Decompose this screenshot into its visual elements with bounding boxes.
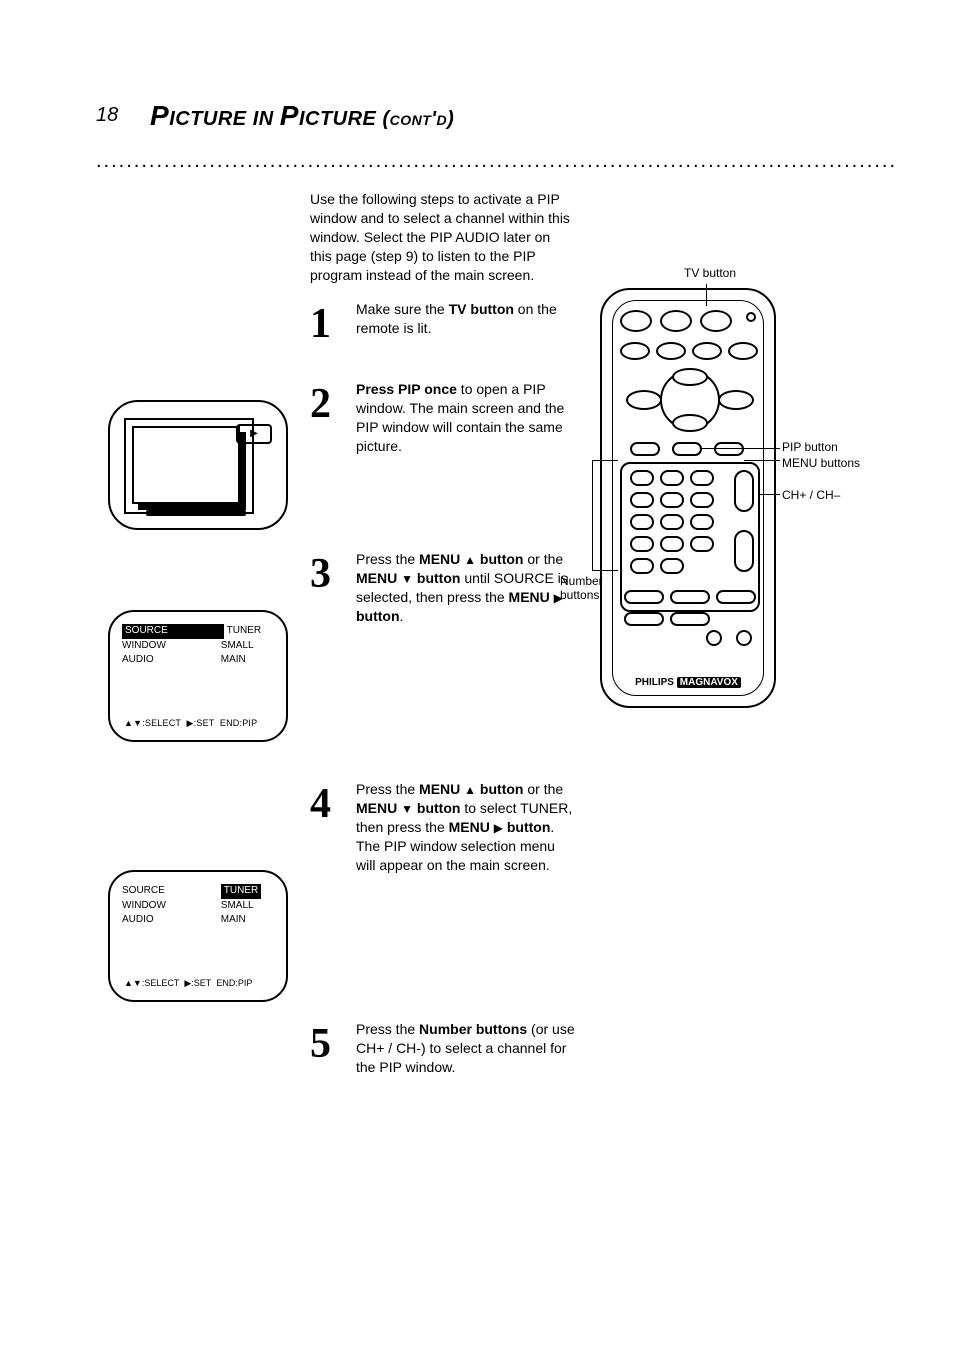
triangle-up-icon: ▲ [464, 552, 476, 568]
page-number: 18 [96, 104, 118, 127]
remote-num-9 [690, 514, 714, 530]
remote-menu-button [714, 442, 744, 456]
callout-pip-button: PIP button [782, 440, 872, 454]
remote-round-btn [736, 630, 752, 646]
remote-dpad-right [718, 390, 754, 410]
remote-menu-button [630, 442, 660, 456]
callout-tv-button: TV button [684, 266, 764, 280]
remote-num-2 [660, 470, 684, 486]
remote-btn [660, 310, 692, 332]
remote-transport-btn [624, 612, 664, 626]
step4-text: Press the MENU ▲ button or the MENU ▼ bu… [356, 780, 576, 874]
remote-transport-btn [670, 590, 710, 604]
remote-num-0 [660, 536, 684, 552]
triangle-down-icon: ▼ [401, 801, 413, 817]
tv-illustration: ▶ [108, 400, 288, 530]
callout-menu-buttons: MENU buttons [782, 456, 882, 470]
remote-transport-btn [716, 590, 756, 604]
remote-dpad-down [672, 414, 708, 432]
remote-led [746, 312, 756, 322]
step1-number: 1 [310, 300, 331, 348]
step2-text: Press PIP once to open a PIP window. The… [356, 380, 576, 456]
intro-paragraph: Use the following steps to activate a PI… [310, 190, 570, 284]
callout-ch-buttons: CH+ / CH– [782, 488, 872, 502]
step1-text: Make sure the TV button on the remote is… [356, 300, 576, 338]
remote-dpad-left [626, 390, 662, 410]
pip-window-icon: ▶ [236, 424, 272, 444]
remote-num-7 [630, 514, 654, 530]
remote-btn [656, 342, 686, 360]
step5-number: 5 [310, 1020, 331, 1068]
remote-num-btn [690, 536, 714, 552]
step2-number: 2 [310, 380, 331, 428]
remote-num-6 [690, 492, 714, 508]
remote-pip-button [672, 442, 702, 456]
osd-menu-tuner: SOURCE TUNER WINDOW SMALL AUDIO MAIN ▲▼:… [108, 870, 288, 1002]
remote-control-illustration: PHILIPS MAGNAVOX [600, 288, 776, 708]
triangle-up-icon: ▲ [464, 782, 476, 798]
page-title: PICTURE IN PICTURE (cont'd) [150, 100, 454, 132]
step5-text: Press the Number buttons (or use CH+ / C… [356, 1020, 576, 1077]
remote-ch-rocker [734, 470, 754, 512]
step3-number: 3 [310, 550, 331, 598]
callout-number-buttons: Number buttons [560, 574, 640, 602]
remote-num-btn [630, 558, 654, 574]
triangle-down-icon: ▼ [401, 571, 413, 587]
remote-btn [620, 310, 652, 332]
remote-brand: PHILIPS MAGNAVOX [602, 677, 774, 688]
remote-transport-btn [670, 612, 710, 626]
remote-num-5 [660, 492, 684, 508]
remote-num-4 [630, 492, 654, 508]
step4-number: 4 [310, 780, 331, 828]
remote-btn [728, 342, 758, 360]
osd-menu-source: SOURCE TUNER WINDOW SMALL AUDIO MAIN ▲▼:… [108, 610, 288, 742]
remote-num-3 [690, 470, 714, 486]
remote-btn [700, 310, 732, 332]
remote-num-1 [630, 470, 654, 486]
divider-dots: ........................................… [96, 150, 916, 173]
remote-num-8 [660, 514, 684, 530]
remote-tv-button [620, 342, 650, 360]
step3-text: Press the MENU ▲ button or the MENU ▼ bu… [356, 550, 576, 626]
remote-dpad-up [672, 368, 708, 386]
remote-vol-rocker [734, 530, 754, 572]
remote-round-btn [706, 630, 722, 646]
remote-num-btn [660, 558, 684, 574]
triangle-right-icon: ▶ [494, 820, 503, 836]
remote-num-btn [630, 536, 654, 552]
remote-btn [692, 342, 722, 360]
